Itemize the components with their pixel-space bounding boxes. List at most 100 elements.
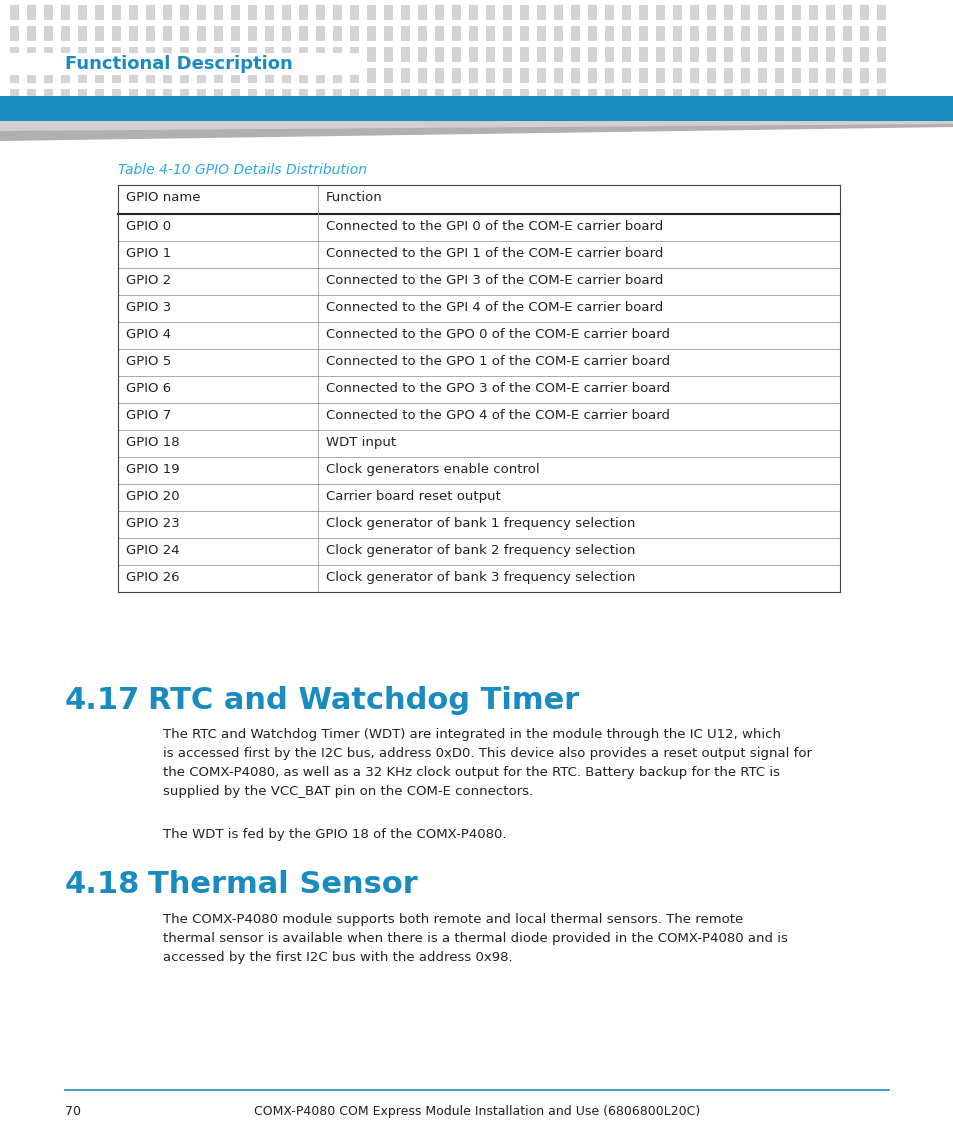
- Text: thermal sensor is available when there is a thermal diode provided in the COMX-P: thermal sensor is available when there i…: [163, 932, 787, 945]
- Bar: [27, 5, 36, 19]
- Bar: [774, 26, 783, 41]
- Bar: [248, 47, 256, 62]
- Bar: [400, 5, 410, 19]
- Bar: [519, 5, 529, 19]
- Bar: [604, 26, 614, 41]
- Bar: [554, 47, 562, 62]
- Bar: [706, 26, 716, 41]
- Bar: [78, 68, 87, 82]
- Bar: [417, 68, 427, 82]
- Text: Carrier board reset output: Carrier board reset output: [326, 490, 500, 503]
- Bar: [774, 89, 783, 104]
- Text: GPIO 18: GPIO 18: [126, 436, 179, 449]
- Bar: [723, 89, 732, 104]
- Bar: [554, 89, 562, 104]
- Bar: [282, 5, 291, 19]
- Bar: [587, 47, 597, 62]
- Bar: [808, 68, 817, 82]
- Bar: [298, 89, 308, 104]
- Bar: [876, 47, 885, 62]
- Bar: [61, 89, 70, 104]
- Text: Connected to the GPO 1 of the COM-E carrier board: Connected to the GPO 1 of the COM-E carr…: [326, 355, 669, 368]
- Bar: [435, 47, 443, 62]
- Bar: [791, 47, 801, 62]
- Bar: [384, 5, 393, 19]
- Bar: [333, 5, 341, 19]
- Bar: [502, 47, 512, 62]
- Bar: [621, 5, 630, 19]
- Bar: [876, 89, 885, 104]
- Bar: [129, 68, 138, 82]
- Bar: [758, 5, 766, 19]
- Bar: [350, 68, 358, 82]
- Text: the COMX-P4080, as well as a 32 KHz clock output for the RTC. Battery backup for: the COMX-P4080, as well as a 32 KHz cloc…: [163, 766, 780, 779]
- Bar: [672, 47, 681, 62]
- Bar: [639, 47, 647, 62]
- Text: GPIO 4: GPIO 4: [126, 327, 171, 341]
- Bar: [78, 26, 87, 41]
- Bar: [706, 68, 716, 82]
- Bar: [825, 89, 834, 104]
- Bar: [282, 26, 291, 41]
- Bar: [248, 5, 256, 19]
- Bar: [298, 5, 308, 19]
- Bar: [61, 26, 70, 41]
- Bar: [213, 68, 223, 82]
- Bar: [502, 26, 512, 41]
- Bar: [231, 5, 240, 19]
- Bar: [689, 47, 699, 62]
- Bar: [808, 26, 817, 41]
- Bar: [587, 89, 597, 104]
- Bar: [112, 26, 121, 41]
- Bar: [282, 68, 291, 82]
- Bar: [315, 68, 325, 82]
- Bar: [146, 5, 154, 19]
- Bar: [118, 185, 840, 592]
- Bar: [112, 47, 121, 62]
- Text: The RTC and Watchdog Timer (WDT) are integrated in the module through the IC U12: The RTC and Watchdog Timer (WDT) are int…: [163, 728, 781, 741]
- Bar: [604, 47, 614, 62]
- Bar: [469, 68, 477, 82]
- Text: Functional Description: Functional Description: [65, 55, 293, 73]
- Text: GPIO 0: GPIO 0: [126, 220, 171, 232]
- Bar: [621, 68, 630, 82]
- Bar: [502, 89, 512, 104]
- Bar: [417, 5, 427, 19]
- Bar: [231, 68, 240, 82]
- Bar: [723, 5, 732, 19]
- Bar: [180, 5, 189, 19]
- Bar: [587, 68, 597, 82]
- Bar: [774, 68, 783, 82]
- Bar: [163, 68, 172, 82]
- Bar: [537, 68, 545, 82]
- Bar: [723, 26, 732, 41]
- Bar: [842, 68, 851, 82]
- Bar: [825, 26, 834, 41]
- Bar: [196, 47, 206, 62]
- Bar: [265, 26, 274, 41]
- Text: GPIO 19: GPIO 19: [126, 463, 179, 476]
- Bar: [672, 5, 681, 19]
- Bar: [163, 47, 172, 62]
- Bar: [723, 47, 732, 62]
- Bar: [417, 47, 427, 62]
- Bar: [502, 68, 512, 82]
- Bar: [571, 26, 579, 41]
- Bar: [265, 68, 274, 82]
- Text: RTC and Watchdog Timer: RTC and Watchdog Timer: [148, 686, 578, 714]
- Text: Connected to the GPI 3 of the COM-E carrier board: Connected to the GPI 3 of the COM-E carr…: [326, 274, 662, 287]
- Bar: [78, 5, 87, 19]
- Bar: [282, 47, 291, 62]
- Bar: [333, 47, 341, 62]
- Bar: [740, 47, 749, 62]
- Bar: [876, 26, 885, 41]
- Text: The COMX-P4080 module supports both remote and local thermal sensors. The remote: The COMX-P4080 module supports both remo…: [163, 913, 742, 926]
- Text: Clock generator of bank 3 frequency selection: Clock generator of bank 3 frequency sele…: [326, 571, 635, 584]
- Bar: [44, 5, 53, 19]
- Bar: [180, 26, 189, 41]
- Bar: [774, 5, 783, 19]
- Bar: [656, 89, 664, 104]
- Bar: [384, 47, 393, 62]
- Bar: [282, 89, 291, 104]
- Bar: [774, 47, 783, 62]
